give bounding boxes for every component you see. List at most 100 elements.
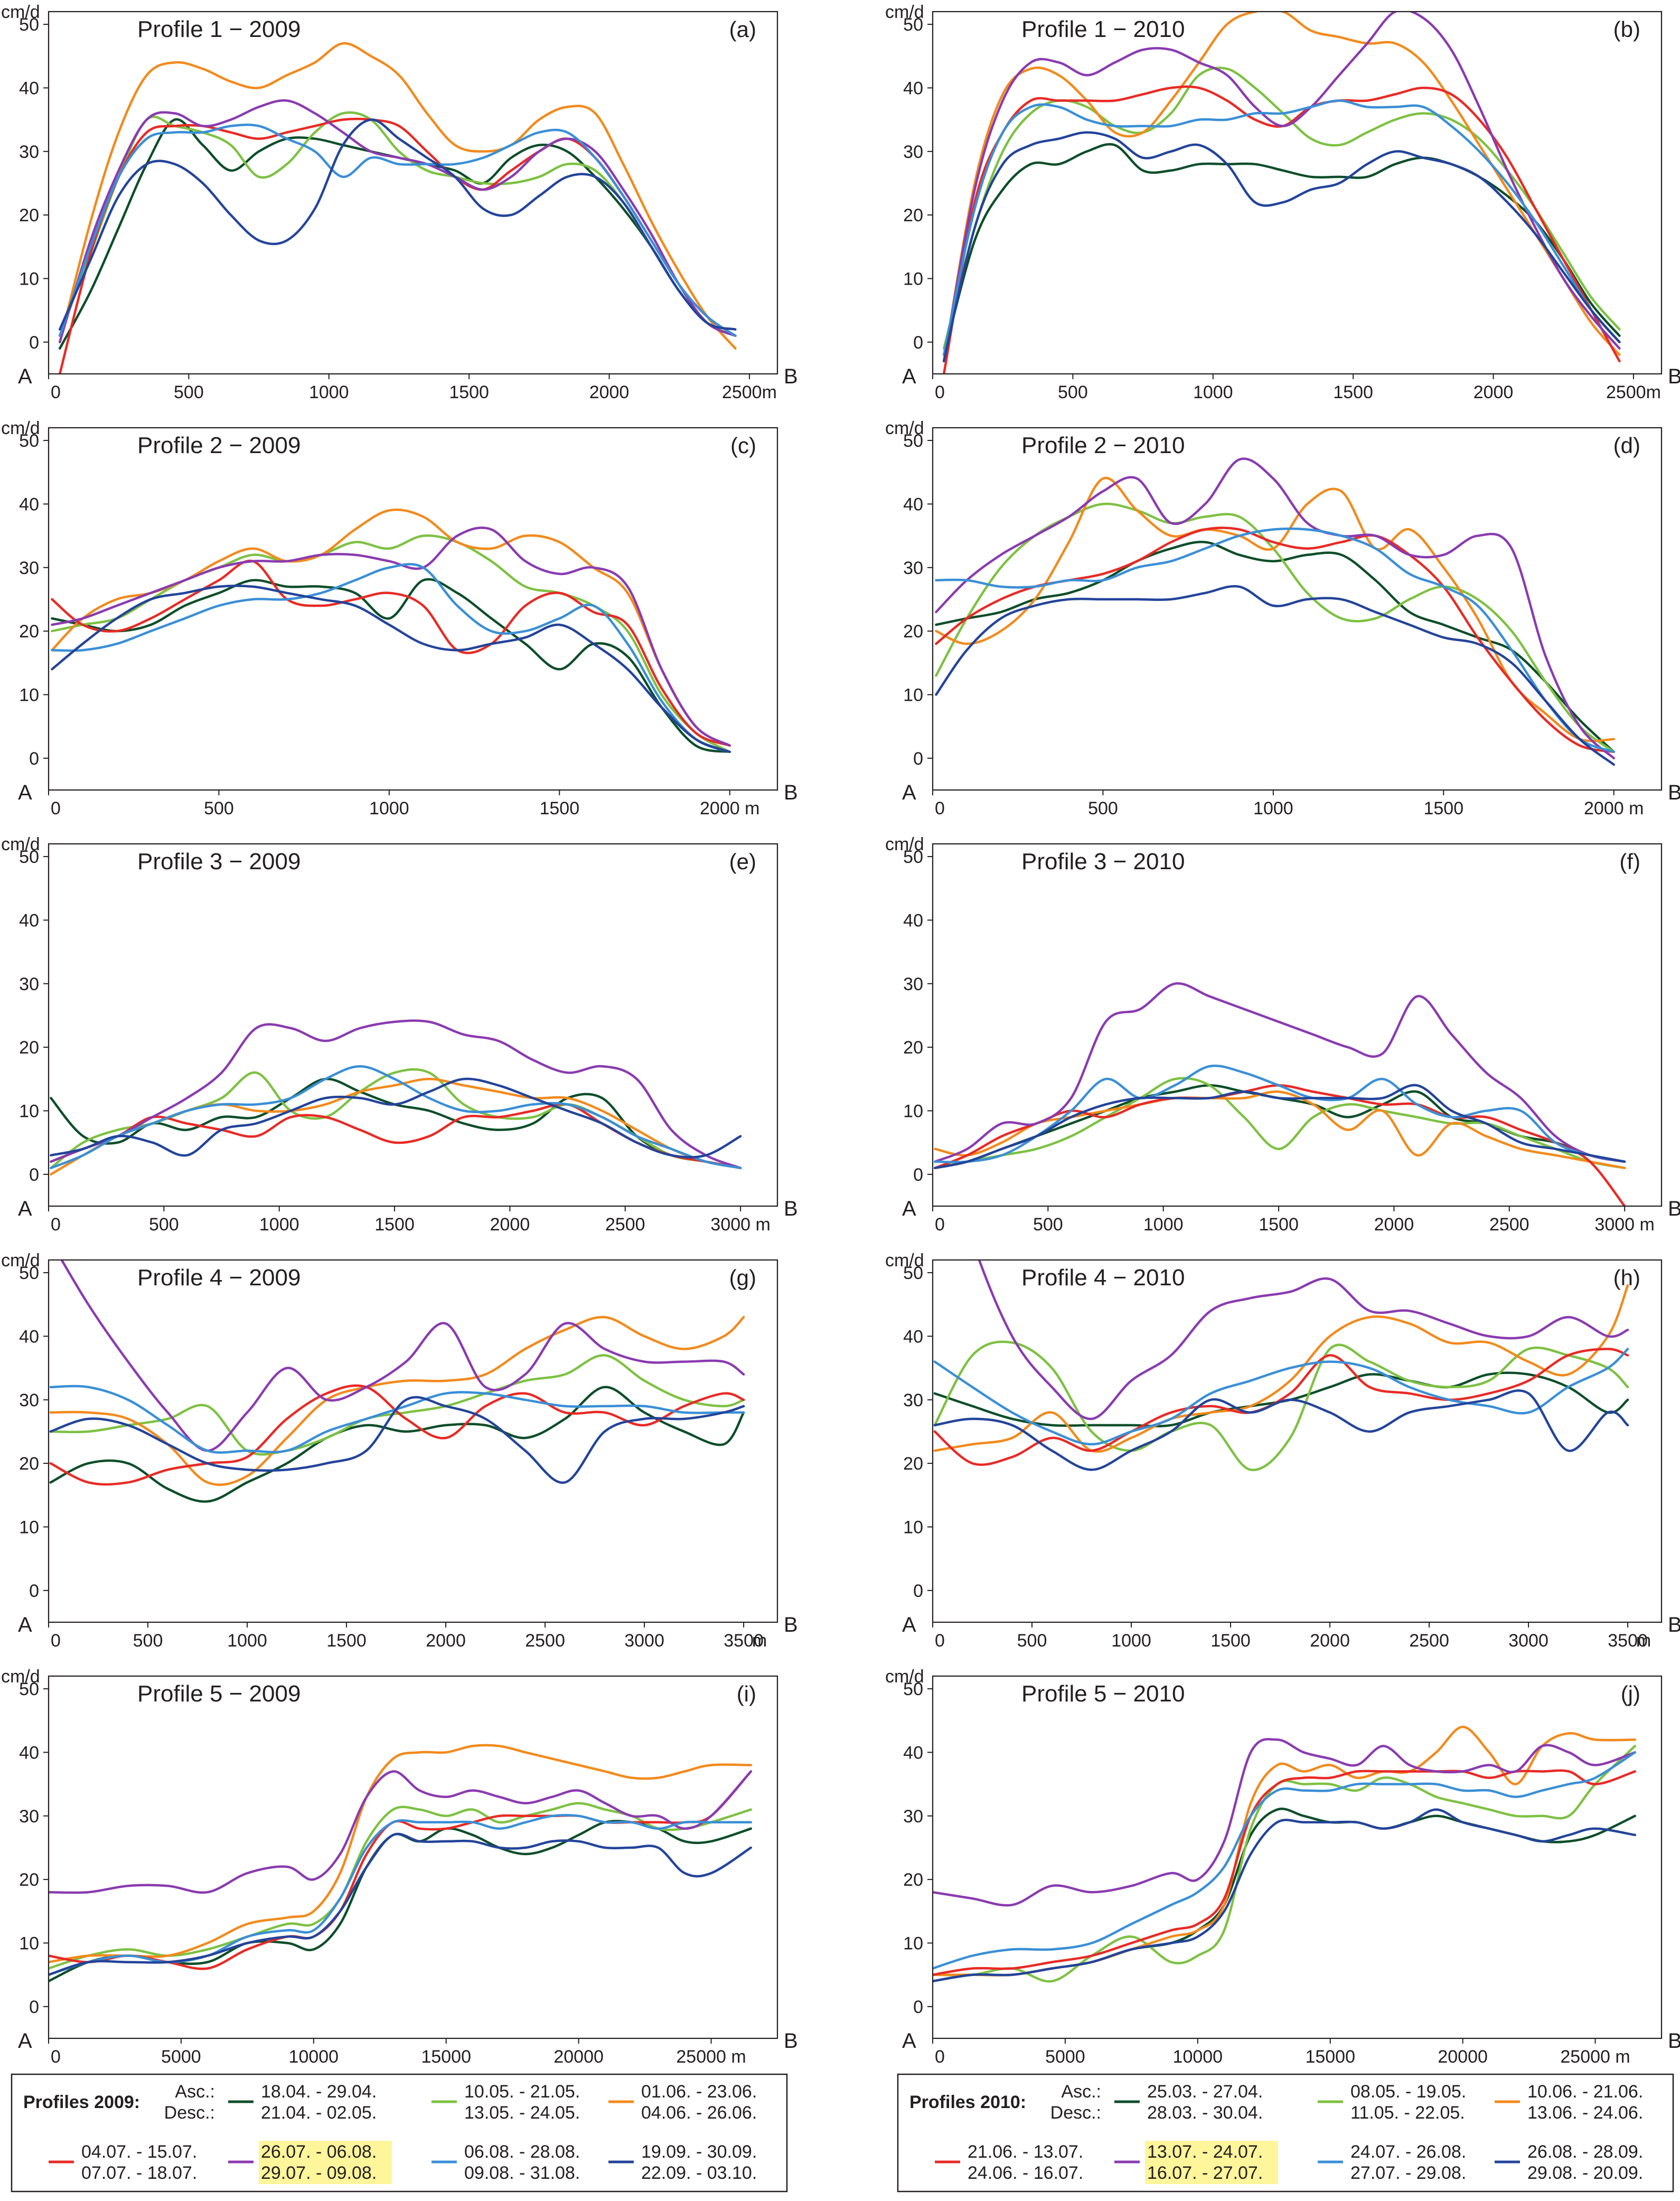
panel-title: Profile 2 − 2010 — [1021, 432, 1185, 458]
x-tick-label: 500 — [1017, 1631, 1047, 1651]
chart-panel-j: cm/d 0 10 20 30 40 50 0 5000 10000 15000 20000 25000… — [885, 1667, 1680, 2067]
x-tick-label: 500 — [204, 798, 234, 819]
x-tick-label: 2000 — [1473, 382, 1514, 402]
profile-end-label: B — [1668, 781, 1680, 804]
legend-asc-dates: 10.05. - 21.05. — [464, 2082, 580, 2102]
panel-title: Profile 3 − 2010 — [1021, 849, 1185, 874]
x-tick-label: 0 — [51, 382, 61, 402]
legend-asc-dates: 24.07. - 26.08. — [1350, 2142, 1466, 2162]
y-tick-label: 50 — [19, 431, 39, 451]
series-line-navy — [58, 118, 737, 331]
panel-title: Profile 2 − 2009 — [137, 432, 301, 458]
x-tick-label: 2000 — [1374, 1215, 1414, 1235]
y-tick-label: 0 — [29, 749, 39, 769]
y-tick-label: 10 — [19, 1101, 39, 1121]
x-tick-label: 0 — [51, 1631, 61, 1651]
x-tick-label: 1000 — [369, 798, 409, 819]
x-tick-label: 1000 — [1253, 798, 1293, 819]
y-tick-label: 20 — [19, 1038, 39, 1058]
legend-desc-dates: 24.06. - 16.07. — [968, 2163, 1083, 2183]
plot-frame — [48, 1675, 778, 2039]
series-line-purple — [935, 457, 1615, 760]
x-tick-label: 20000 — [553, 2047, 604, 2067]
x-tick-label: 500 — [1058, 382, 1088, 402]
panel-letter: (i) — [737, 1681, 756, 1706]
profile-start-label: A — [902, 1613, 916, 1636]
y-tick-label: 50 — [903, 1263, 923, 1283]
y-tick-label: 20 — [903, 622, 923, 642]
legend-desc-dates: 29.07. - 09.08. — [261, 2163, 377, 2183]
plot-frame — [932, 427, 1663, 791]
y-tick-label: 40 — [19, 494, 39, 514]
series-line-lightblue — [51, 563, 731, 754]
y-tick-label: 0 — [29, 1997, 39, 2017]
x-tick-label: 2500 — [1489, 1215, 1529, 1235]
y-tick-label: 40 — [19, 1327, 39, 1347]
panel-title: Profile 1 − 2010 — [1021, 16, 1185, 42]
series-group — [934, 982, 1626, 1206]
x-tick-label: 500 — [149, 1215, 179, 1235]
legend-entry-lightgreen: 08.05. - 19.05.11.05. - 22.05. — [1318, 2082, 1466, 2123]
x-tick-label: 2000 — [1310, 1631, 1350, 1651]
series-line-lightblue — [933, 1348, 1629, 1446]
y-tick-label: 40 — [903, 494, 923, 514]
panel-letter: (a) — [729, 17, 756, 42]
y-tick-label: 10 — [19, 269, 39, 289]
y-tick-label: 40 — [903, 1743, 923, 1763]
x-tick-label: 2000 — [589, 382, 630, 402]
y-tick-label: 20 — [19, 622, 39, 642]
x-tick-label: 1500 — [1259, 1215, 1299, 1235]
y-tick-label: 40 — [903, 78, 923, 98]
y-tick-label: 20 — [903, 1038, 923, 1058]
legend-2009: Profiles 2009: Asc.:Desc.: 18.04. - 29.04.… — [11, 2073, 788, 2193]
series-line-darkgreen — [58, 118, 737, 350]
x-tick-label: 0 — [935, 798, 945, 819]
y-unit-label: cm/d — [885, 418, 924, 438]
x-tick-label: 10000 — [1173, 2047, 1223, 2067]
y-tick-label: 20 — [19, 205, 39, 225]
y-tick-label: 30 — [19, 558, 39, 578]
series-line-navy — [933, 1389, 1629, 1471]
series-line-orange — [50, 1078, 742, 1176]
y-tick-label: 0 — [913, 1581, 923, 1601]
x-tick-label: 3000 m — [710, 1215, 770, 1235]
series-line-purple — [60, 1261, 745, 1452]
series-line-red — [51, 559, 731, 747]
profile-end-label: B — [784, 1613, 798, 1636]
legend-entry-red: 04.07. - 15.07.07.07. - 18.07. — [49, 2142, 197, 2183]
x-tick-label: 1000 — [309, 382, 349, 402]
series-line-orange — [935, 476, 1615, 742]
series-line-orange — [49, 1315, 745, 1486]
legend-asc-dates: 08.05. - 19.05. — [1350, 2082, 1466, 2102]
y-tick-label: 30 — [19, 142, 39, 162]
y-tick-label: 20 — [19, 1870, 39, 1890]
y-tick-label: 10 — [903, 685, 923, 705]
y-tick-label: 30 — [19, 1807, 39, 1827]
legend-entry-navy: 26.08. - 28.09.29.08. - 20.09. — [1495, 2142, 1643, 2183]
y-unit-label: cm/d — [885, 2, 924, 22]
x-tick-label: 0 — [935, 2047, 945, 2067]
legend-entry-lightgreen: 10.05. - 21.05.13.05. - 24.05. — [431, 2082, 580, 2123]
y-tick-label: 0 — [913, 749, 923, 769]
series-group — [51, 508, 731, 754]
legend-entry-purple: 13.07. - 24.07.16.07. - 27.07. — [1114, 2141, 1278, 2184]
x-tick-label: 1000 — [227, 1631, 267, 1651]
profile-end-label: B — [1668, 1613, 1680, 1636]
x-tick-label: 0 — [51, 798, 61, 819]
legend-desc-caption: Desc.: — [1050, 2103, 1101, 2123]
series-line-navy — [50, 1077, 742, 1159]
x-tick-label: 1000 — [1111, 1631, 1151, 1651]
series-line-orange — [51, 508, 731, 747]
panel-title: Profile 4 − 2009 — [137, 1265, 301, 1291]
series-line-darkgreen — [49, 1386, 745, 1503]
x-tick-label: 2500 — [1409, 1631, 1449, 1651]
x-tick-label: 1500 — [539, 798, 579, 819]
panel-letter: (d) — [1613, 433, 1640, 458]
series-line-red — [49, 1770, 753, 1970]
series-line-lightgreen — [933, 1745, 1637, 1983]
x-tick-label: 1500 — [1333, 382, 1373, 402]
x-tick-label: 15000 — [421, 2047, 471, 2067]
